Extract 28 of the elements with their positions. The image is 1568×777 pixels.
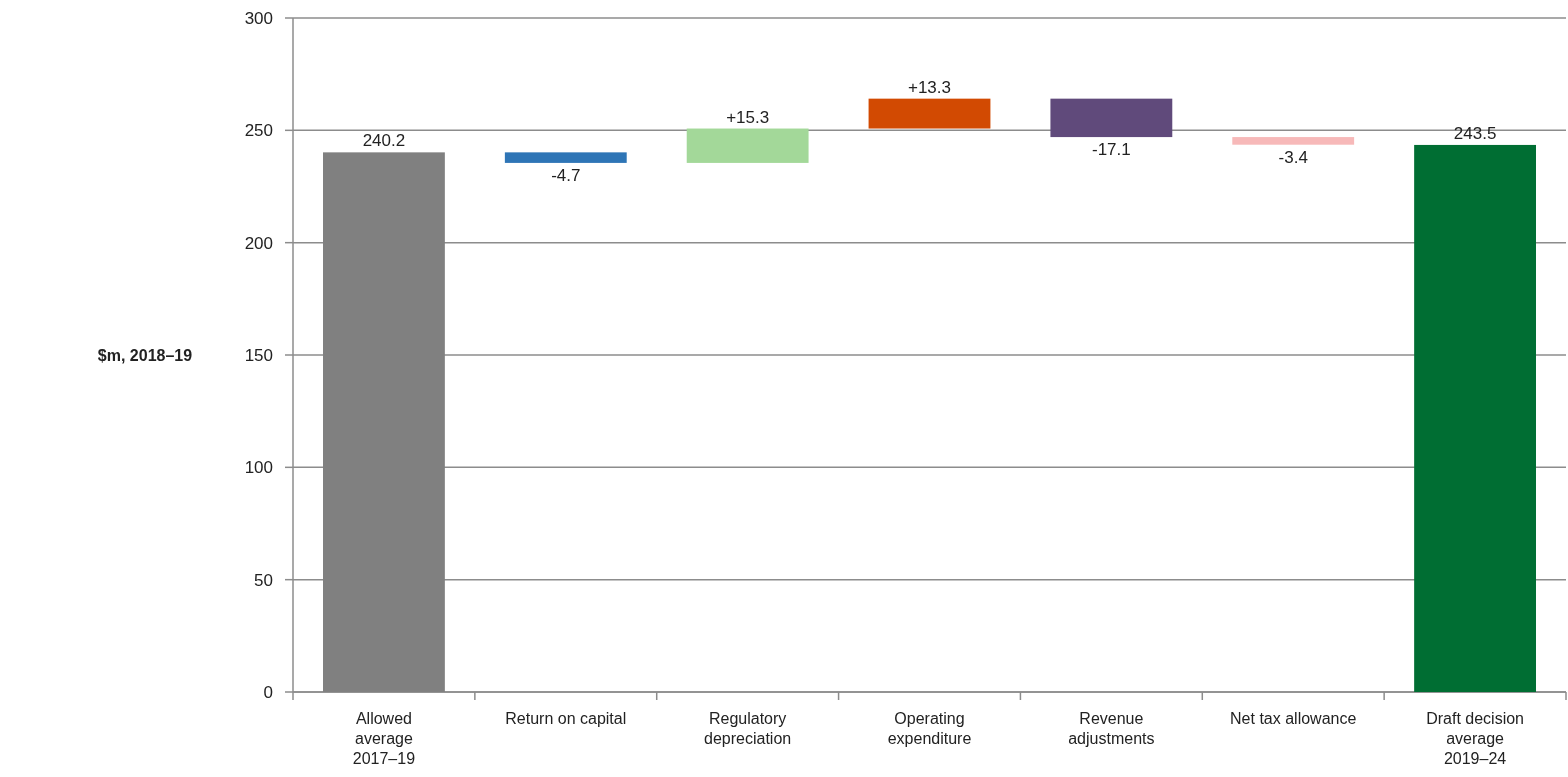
bar [504, 152, 627, 163]
x-tick-label: Net tax allowance [1230, 710, 1357, 727]
data-label: 240.2 [362, 131, 406, 151]
bar [686, 128, 809, 163]
y-tick-label: 200 [244, 233, 273, 253]
y-axis-title: $m, 2018–19 [97, 347, 193, 364]
y-tick-label: 100 [244, 458, 273, 478]
y-tick-label: 0 [263, 682, 273, 702]
x-tick-label: Revenue adjustments [1068, 710, 1155, 747]
x-tick-label: Draft decision average 2019–24 [1426, 710, 1524, 767]
x-tick-label: Operating expenditure [887, 710, 972, 747]
data-label: -4.7 [551, 165, 581, 185]
data-label: 243.5 [1453, 123, 1497, 143]
data-label: +13.3 [907, 77, 952, 97]
bar [1414, 144, 1536, 692]
x-tick-label: Allowed average 2017–19 [352, 710, 416, 767]
bar [1232, 137, 1355, 145]
y-tick-label: 150 [244, 345, 273, 365]
x-tick-label: Regulatory depreciation [704, 710, 792, 747]
data-label: -17.1 [1091, 140, 1131, 160]
x-tick-label: Return on capital [505, 710, 627, 727]
data-label: +15.3 [726, 107, 770, 127]
bar [868, 98, 991, 129]
bar [1050, 98, 1173, 138]
y-tick-label: 50 [254, 570, 273, 590]
y-tick-label: 250 [244, 121, 273, 141]
data-label: -3.4 [1278, 147, 1308, 167]
y-tick-label: 300 [244, 8, 273, 28]
